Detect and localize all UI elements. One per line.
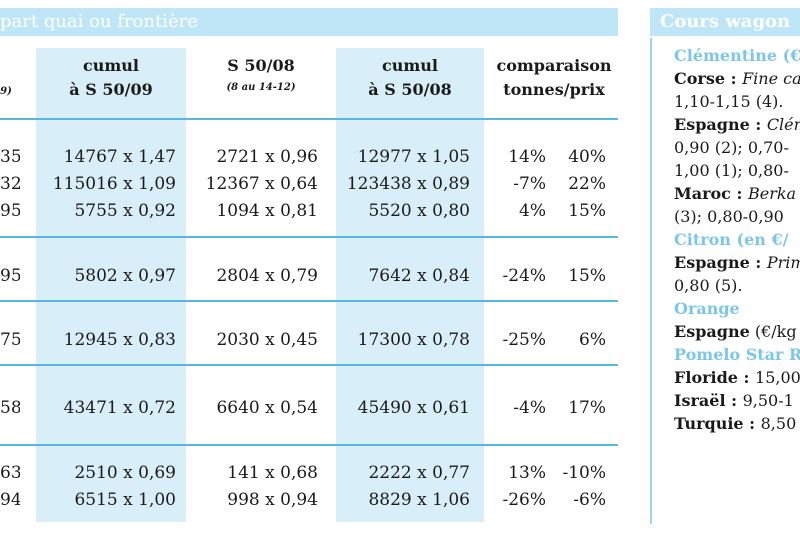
cell-week-08: 2804 x 0,79 bbox=[216, 266, 318, 286]
price-line: 0,90 (2); 0,70- bbox=[674, 138, 789, 157]
cell-cut: 94 bbox=[0, 490, 20, 510]
panel-title-bar bbox=[650, 8, 800, 36]
cell-tonnes: 13% bbox=[508, 463, 546, 483]
panel-border bbox=[650, 38, 652, 524]
table-rule bbox=[0, 236, 618, 238]
wagon-prices-panel: Cours wagon Clémentine (€ Corse : Fine ca… bbox=[650, 0, 800, 550]
cell-cut: 63 bbox=[0, 463, 20, 483]
cell-prix: 40% bbox=[568, 147, 606, 167]
cell-tonnes: 14% bbox=[508, 147, 546, 167]
cell-week-08: 12367 x 0,64 bbox=[205, 174, 318, 194]
table-rule bbox=[0, 300, 618, 302]
cell-week-08: 2030 x 0,45 bbox=[216, 330, 318, 350]
cell-prix: 6% bbox=[579, 330, 606, 350]
cell-cumul-09: 2510 x 0,69 bbox=[74, 463, 176, 483]
column-band-cumul-09 bbox=[36, 48, 186, 522]
cell-tonnes: -26% bbox=[502, 490, 546, 510]
cell-cut: 58 bbox=[0, 398, 20, 418]
cell-prix: 15% bbox=[568, 201, 606, 221]
price-line: 1,00 (1); 0,80- bbox=[674, 161, 789, 180]
cell-cut: 32 bbox=[0, 174, 20, 194]
table-title: part quai ou frontière bbox=[0, 11, 198, 32]
cell-tonnes: 4% bbox=[519, 201, 546, 221]
cell-cut: 75 bbox=[0, 330, 20, 350]
price-line: Israël : 9,50-1 bbox=[674, 391, 794, 410]
header-cumul-08: cumul à S 50/08 bbox=[368, 56, 452, 99]
cell-tonnes: -7% bbox=[513, 174, 546, 194]
table-title-bar bbox=[0, 8, 618, 36]
cell-cumul-09: 115016 x 1,09 bbox=[52, 174, 176, 194]
price-line: 0,80 (5). bbox=[674, 276, 743, 295]
header-comparison: comparaison tonnes/prix bbox=[496, 56, 612, 99]
cell-tonnes: -25% bbox=[502, 330, 546, 350]
price-line: Floride : 15,00 bbox=[674, 368, 800, 387]
cell-prix: -6% bbox=[573, 490, 606, 510]
header-week-08: S 50/08 (8 au 14-12) bbox=[226, 56, 296, 93]
cell-cumul-08: 123438 x 0,89 bbox=[346, 174, 470, 194]
price-table: part quai ou frontière 9) cumul à S 50/0… bbox=[0, 8, 618, 522]
cell-cumul-08: 5520 x 0,80 bbox=[368, 201, 470, 221]
cell-prix: 15% bbox=[568, 266, 606, 286]
cell-prix: 17% bbox=[568, 398, 606, 418]
cell-cumul-09: 14767 x 1,47 bbox=[63, 147, 176, 167]
cell-cumul-08: 45490 x 0,61 bbox=[357, 398, 470, 418]
panel-title: Cours wagon bbox=[660, 11, 791, 32]
price-line: 1,10-1,15 (4). bbox=[674, 92, 784, 111]
cell-cumul-08: 12977 x 1,05 bbox=[357, 147, 470, 167]
table-rule bbox=[0, 364, 618, 366]
price-line: Corse : Fine ca bbox=[674, 69, 800, 88]
header-cumul-09: cumul à S 50/09 bbox=[69, 56, 153, 99]
cell-cumul-08: 7642 x 0,84 bbox=[368, 266, 470, 286]
column-band-cumul-08 bbox=[336, 48, 484, 522]
section-heading: Clémentine (€ bbox=[674, 46, 800, 65]
cell-cumul-08: 8829 x 1,06 bbox=[368, 490, 470, 510]
cell-week-08: 6640 x 0,54 bbox=[216, 398, 318, 418]
cell-cut: 35 bbox=[0, 147, 20, 167]
price-line: Turquie : 8,50 bbox=[674, 414, 797, 433]
table-rule bbox=[0, 444, 618, 446]
cell-prix: 22% bbox=[568, 174, 606, 194]
cell-prix: -10% bbox=[562, 463, 606, 483]
cell-cut: 95 bbox=[0, 266, 20, 286]
section-heading: Citron (en €/ bbox=[674, 230, 789, 249]
cell-tonnes: -4% bbox=[513, 398, 546, 418]
section-heading: Orange bbox=[674, 299, 740, 318]
cell-week-08: 998 x 0,94 bbox=[227, 490, 318, 510]
cell-cumul-09: 5755 x 0,92 bbox=[74, 201, 176, 221]
cell-cumul-09: 6515 x 1,00 bbox=[74, 490, 176, 510]
cell-cumul-08: 2222 x 0,77 bbox=[368, 463, 470, 483]
price-line: (3); 0,80-0,90 bbox=[674, 207, 784, 226]
cell-cumul-09: 43471 x 0,72 bbox=[63, 398, 176, 418]
cell-cut: 95 bbox=[0, 201, 20, 221]
price-line: Espagne (€/kg bbox=[674, 322, 797, 341]
cell-cumul-08: 17300 x 0,78 bbox=[357, 330, 470, 350]
cell-tonnes: -24% bbox=[502, 266, 546, 286]
cell-week-08: 2721 x 0,96 bbox=[216, 147, 318, 167]
section-heading: Pomelo Star R bbox=[674, 345, 800, 364]
header-partial: 9) bbox=[0, 86, 12, 97]
cell-week-08: 141 x 0,68 bbox=[227, 463, 318, 483]
cell-cumul-09: 12945 x 0,83 bbox=[63, 330, 176, 350]
price-line: Espagne : Clém bbox=[674, 115, 800, 134]
cell-cumul-09: 5802 x 0,97 bbox=[74, 266, 176, 286]
price-line: Maroc : Berka bbox=[674, 184, 797, 203]
price-line: Espagne : Prim bbox=[674, 253, 800, 272]
cell-week-08: 1094 x 0,81 bbox=[216, 201, 318, 221]
table-rule bbox=[0, 118, 618, 120]
